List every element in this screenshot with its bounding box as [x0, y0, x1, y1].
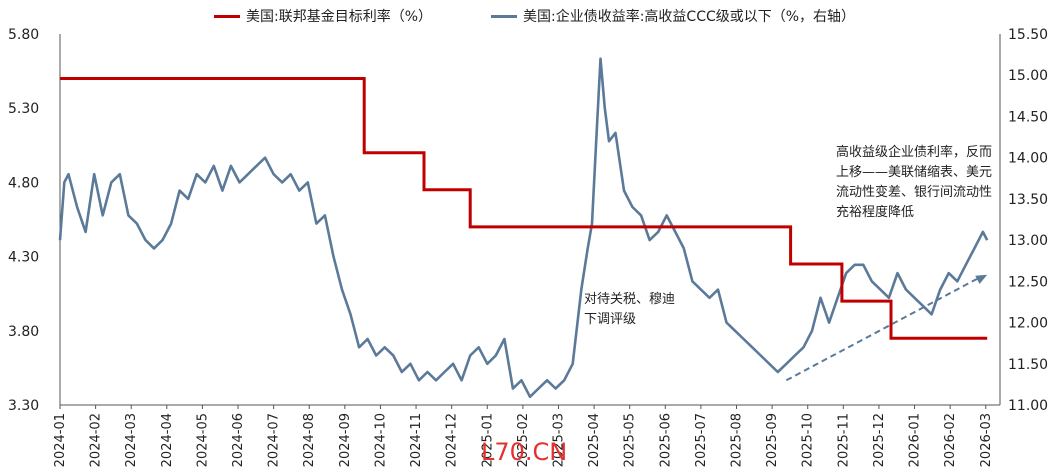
x-tick-label: 2025-06 [658, 413, 673, 467]
legend-label-ccc: 美国:企业债收益率:高收益CCC级或以下（%，右轴） [523, 9, 856, 25]
x-tick-label: 2024-02 [89, 413, 104, 467]
legend-swatch-ccc [491, 14, 517, 18]
annotation-highyield-line: 充裕程度降低 [836, 205, 915, 220]
x-tick-label: 2026-02 [943, 413, 958, 467]
legend-label-fed: 美国:联邦基金目标利率（%） [246, 9, 433, 25]
x-tick-label: 2025-08 [730, 413, 745, 467]
legend-item-fed: 美国:联邦基金目标利率（%） [214, 6, 432, 26]
annotation-highyield: 高收益级企业债利率，反而 上移——美联储缩表、美元 流动性变差、银行间流动性 充… [836, 143, 992, 223]
x-tick-label: 2025-07 [694, 413, 709, 467]
x-tick-label: 2024-10 [373, 413, 388, 467]
right-tick-label: 13.00 [1008, 233, 1048, 249]
x-tick-label: 2024-08 [302, 413, 317, 467]
series-layer [58, 57, 989, 399]
annotation-highyield-line: 高收益级企业债利率，反而 [836, 145, 993, 160]
x-tick-label: 2024-04 [160, 413, 175, 467]
left-tick-label: 4.80 [8, 175, 39, 191]
x-tick-label: 2025-09 [765, 413, 780, 467]
x-axis: 2024-01 2024-02 2024-03 2024-04 2024-05 2024-… [53, 405, 994, 467]
annotation-tariff-line: 下调评级 [584, 312, 637, 327]
left-tick-label: 3.30 [8, 398, 39, 414]
legend-item-ccc: 美国:企业债收益率:高收益CCC级或以下（%，右轴） [491, 6, 855, 26]
annotation-tariff-line: 对待关税、穆迪 [584, 292, 676, 307]
x-tick-label: 2024-01 [53, 413, 68, 467]
x-tick-label: 2026-01 [908, 413, 923, 467]
legend-swatch-fed [214, 14, 240, 18]
right-axis: 11.00 11.50 12.00 12.50 13.00 13.50 14.00 14.50… [1008, 27, 1048, 414]
x-tick-label: 2025-10 [801, 413, 816, 467]
right-tick-label: 12.50 [1008, 274, 1048, 290]
right-tick-label: 15.50 [1008, 27, 1048, 43]
x-tick-label: 2024-06 [231, 413, 246, 467]
x-tick-label: 2025-05 [623, 413, 638, 467]
x-tick-label: 2025-12 [872, 413, 887, 467]
right-tick-label: 15.00 [1008, 68, 1048, 84]
x-tick-label: 2025-11 [836, 413, 851, 467]
right-tick-label: 14.00 [1008, 151, 1048, 167]
x-tick-label: 2024-12 [445, 413, 460, 467]
right-tick-label: 11.50 [1008, 357, 1048, 373]
right-tick-label: 14.50 [1008, 109, 1048, 125]
x-tick-label: 2024-03 [124, 413, 139, 467]
right-tick-label: 12.00 [1008, 316, 1048, 332]
x-tick-label: 2024-11 [409, 413, 424, 467]
left-tick-label: 5.30 [8, 101, 39, 117]
trend-arrow-head [975, 274, 988, 285]
right-tick-label: 13.50 [1008, 192, 1048, 208]
x-tick-label: 2025-02 [516, 413, 531, 467]
annotation-tariff: 对待关税、穆迪 下调评级 [584, 290, 675, 330]
right-tick-label: 11.00 [1008, 398, 1048, 414]
x-tick-label: 2026-03 [979, 413, 994, 467]
x-tick-label: 2024-07 [267, 413, 282, 467]
x-tick-label: 2025-03 [551, 413, 566, 467]
x-tick-label: 2024-09 [338, 413, 353, 467]
annotation-highyield-line: 流动性变差、银行间流动性 [836, 185, 993, 200]
left-tick-label: 3.80 [8, 324, 39, 340]
trend-arrow-line [785, 276, 980, 382]
x-tick-label: 2024-05 [195, 413, 210, 467]
series-fed-rate-line [60, 77, 988, 340]
left-axis: 3.30 3.80 4.30 4.80 5.30 5.80 [8, 27, 39, 414]
left-tick-label: 5.80 [8, 27, 39, 43]
x-tick-label: 2025-01 [480, 413, 495, 467]
annotation-highyield-line: 上移——美联储缩表、美元 [836, 165, 993, 180]
watermark: L70.CN [481, 438, 568, 466]
series-ccc-yield-line [58, 57, 989, 399]
x-tick-label: 2025-04 [587, 413, 602, 467]
left-tick-label: 4.30 [8, 250, 39, 266]
legend: 美国:联邦基金目标利率（%） 美国:企业债收益率:高收益CCC级或以下（%，右轴… [0, 6, 1059, 28]
